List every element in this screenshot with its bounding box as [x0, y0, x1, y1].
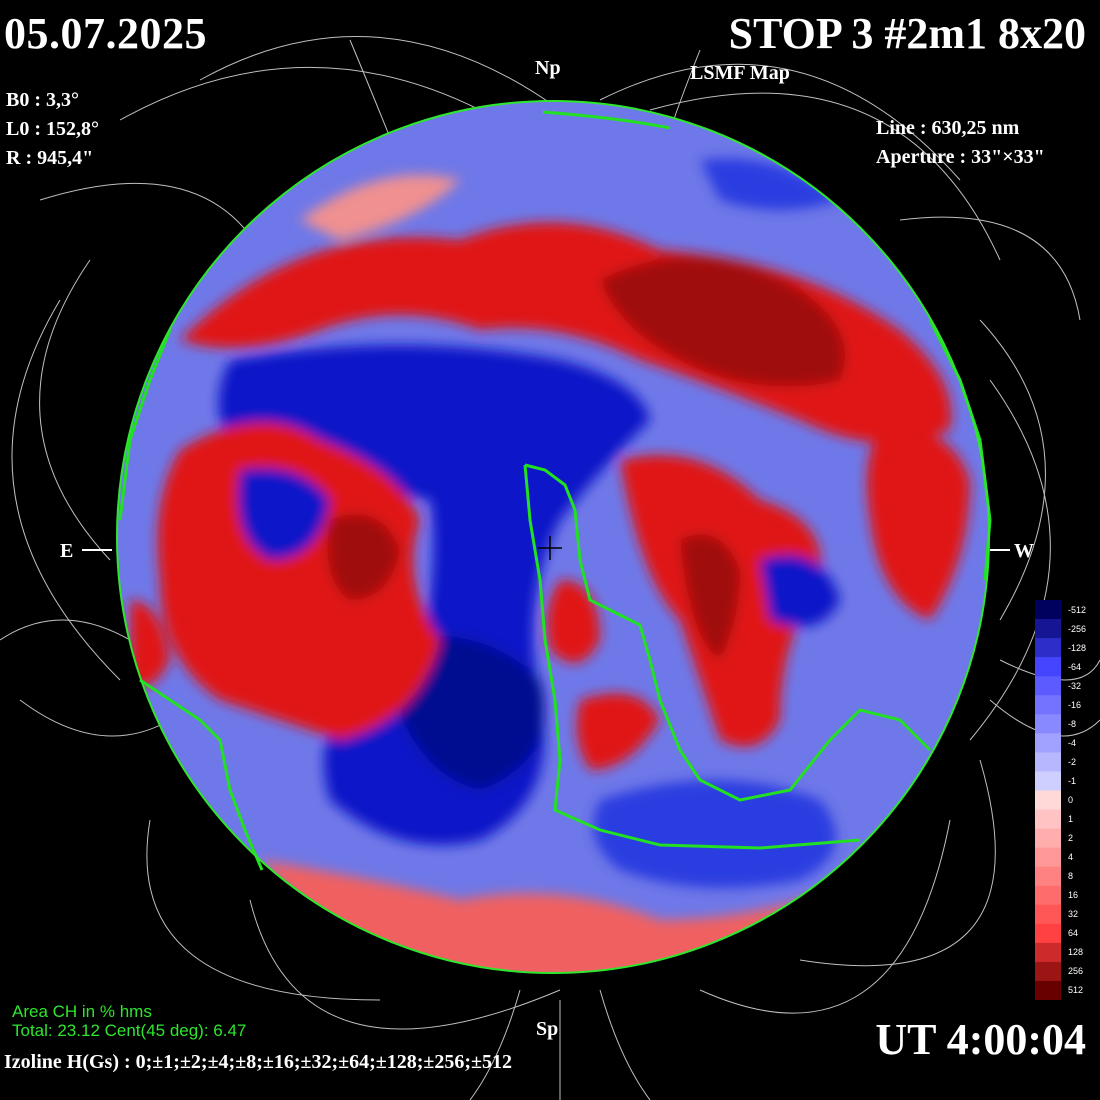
scale-swatch — [1035, 638, 1061, 658]
scale-swatch — [1035, 600, 1061, 620]
scale-swatch — [1035, 961, 1061, 982]
scale-swatch — [1035, 657, 1061, 677]
scale-tick-label: -2 — [1068, 756, 1077, 767]
scale-tick-label: 8 — [1068, 871, 1074, 882]
scale-tick-label: 1 — [1068, 814, 1074, 825]
scale-swatch — [1035, 752, 1061, 772]
isoline-legend: Izoline H(Gs) : 0;±1;±2;±4;±8;±16;±32;±6… — [4, 1051, 513, 1073]
scale-swatch — [1035, 828, 1061, 849]
scale-swatch — [1035, 733, 1061, 753]
scale-tick-label: 256 — [1068, 966, 1084, 977]
scale-tick-label: 4 — [1068, 852, 1074, 863]
scale-tick-label: -64 — [1068, 661, 1082, 672]
scale-swatch — [1035, 714, 1061, 734]
scale-tick-label: 2 — [1068, 833, 1074, 844]
scale-swatch — [1035, 619, 1061, 639]
scale-tick-label: 512 — [1068, 985, 1084, 996]
scale-swatch — [1035, 676, 1061, 696]
scale-swatch — [1035, 923, 1061, 944]
color-scale-bar — [1035, 600, 1061, 1000]
scale-tick-label: 0 — [1068, 795, 1074, 805]
map-title: STOP 3 #2m1 8x20 — [728, 9, 1086, 58]
scale-swatch — [1035, 790, 1061, 811]
scale-swatch — [1035, 904, 1061, 925]
scale-swatch — [1035, 847, 1061, 868]
scale-swatch — [1035, 942, 1061, 963]
scale-swatch — [1035, 885, 1061, 906]
scale-swatch — [1035, 866, 1061, 887]
scale-swatch — [1035, 809, 1061, 830]
scale-swatch — [1035, 771, 1061, 791]
south-pole-label: Sp — [536, 1018, 559, 1040]
scale-swatch — [1035, 695, 1061, 715]
west-label: W — [1014, 540, 1034, 562]
b0-value: B0 : 3,3° — [6, 89, 79, 111]
aperture-value: Aperture : 33"×33" — [876, 146, 1045, 168]
date-label: 05.07.2025 — [4, 9, 207, 58]
scale-swatch — [1035, 980, 1061, 1000]
scale-tick-label: -8 — [1068, 718, 1077, 729]
scale-tick-label: 16 — [1068, 890, 1079, 901]
scale-tick-label: 32 — [1068, 909, 1079, 920]
scale-tick-label: -16 — [1068, 699, 1082, 710]
east-label: E — [60, 540, 74, 562]
scale-tick-label: 128 — [1068, 947, 1084, 958]
ch-area-title: Area CH in % hms — [12, 1002, 152, 1021]
map-subtitle: LSMF Map — [690, 62, 790, 84]
line-value: Line : 630,25 nm — [876, 117, 1020, 139]
l0-value: L0 : 152,8° — [6, 118, 99, 140]
scale-tick-label: 64 — [1068, 928, 1079, 939]
ut-time: UT 4:00:04 — [875, 1015, 1086, 1064]
center-cross — [538, 536, 562, 560]
scale-tick-label: -4 — [1068, 737, 1077, 748]
north-pole-label: Np — [535, 57, 561, 79]
scale-tick-label: -256 — [1068, 623, 1087, 634]
scale-tick-label: -1 — [1068, 775, 1077, 786]
radius-value: R : 945,4" — [6, 147, 94, 169]
scale-tick-label: -128 — [1068, 642, 1087, 653]
scale-tick-label: -32 — [1068, 680, 1082, 691]
ch-area-summary: Total: 23.12 Cent(45 deg): 6.47 — [12, 1021, 247, 1040]
scale-tick-label: -512 — [1068, 604, 1087, 615]
